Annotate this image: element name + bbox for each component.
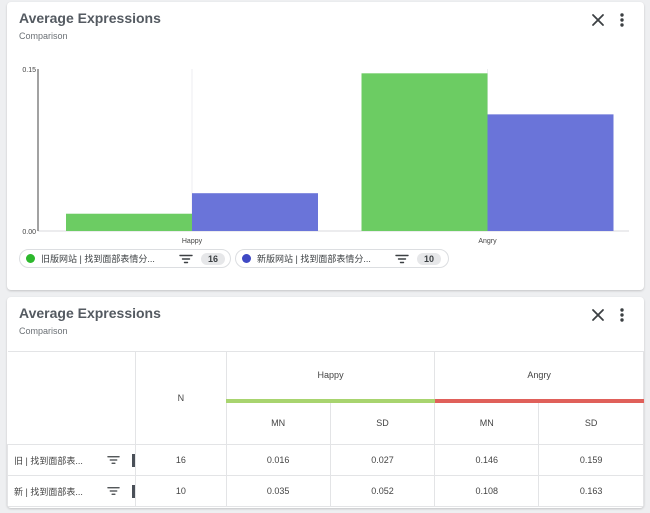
sub-header: MN [225,400,331,445]
value-cell: 0.052 [329,475,436,507]
chart-card: Average Expressions Comparison 0.00 0.15 H… [7,2,644,290]
card-subtitle: Comparison [19,326,68,336]
close-icon [592,309,604,321]
group-header-angry: Angry [434,351,644,403]
row-label: 旧 | 找到面部表... [14,455,83,466]
bar [487,114,614,231]
legend-dot [26,254,35,263]
legend-dot [242,254,251,263]
bar [361,73,488,231]
legend-chip-new[interactable]: 新版网站 | 找到面部表情分... 10 [235,249,449,268]
close-icon [592,14,604,26]
value-cell: 0.159 [538,444,644,476]
legend-label: 旧版网站 | 找到面部表情分... [41,254,155,264]
x-tick-label: Angry [478,238,497,245]
n-cell: 16 [134,444,227,476]
sub-header: MN [434,400,540,445]
close-button[interactable] [589,11,607,29]
close-button[interactable] [589,306,607,324]
bar [192,193,318,231]
sub-header: SD [538,400,644,445]
bar [66,213,192,231]
table-corner [7,351,136,445]
value-cell: 0.146 [434,444,540,476]
value-cell: 0.027 [329,444,436,476]
table-row: 旧 | 找到面部表... 16 0.016 0.027 0.146 0.159 [7,444,644,476]
value-cell: 0.163 [538,475,644,507]
legend-chip-old[interactable]: 旧版网站 | 找到面部表情分... 16 [19,249,231,268]
value-cell: 0.108 [434,475,540,507]
bar-chart: 0.00 0.15 Happy Angry [22,67,629,245]
value-cell: 0.016 [225,444,331,476]
card-subtitle: Comparison [19,31,68,41]
filter-icon[interactable] [107,455,120,465]
more-options-button[interactable] [615,306,629,324]
row-header: 新 | 找到面部表... [7,475,136,507]
y-tick-label: 0.00 [22,229,36,236]
sub-header: SD [329,400,436,445]
table-row: 新 | 找到面部表... 10 0.035 0.052 0.108 0.163 [7,475,644,507]
more-vertical-icon [620,308,624,322]
filter-icon[interactable] [395,254,409,264]
legend-count: 16 [201,252,226,265]
n-header: N [134,351,227,445]
legend-count: 10 [417,252,442,265]
group-header-happy: Happy [225,351,436,403]
table-card: Average Expressions Comparison N Happy A… [7,297,644,508]
row-header: 旧 | 找到面部表... [7,444,136,476]
y-tick-label: 0.15 [22,67,36,74]
n-cell: 10 [134,475,227,507]
card-title: Average Expressions [19,305,161,321]
more-vertical-icon [620,13,624,27]
card-title: Average Expressions [19,10,161,26]
filter-icon[interactable] [107,486,120,496]
row-label: 新 | 找到面部表... [14,486,83,497]
legend-label: 新版网站 | 找到面部表情分... [257,254,371,264]
filter-icon[interactable] [179,254,193,264]
more-options-button[interactable] [615,11,629,29]
stats-table: N Happy Angry MN SD MN SD 旧 | 找到面部表... 1… [7,351,644,507]
value-cell: 0.035 [225,475,331,507]
x-tick-label: Happy [182,238,203,245]
